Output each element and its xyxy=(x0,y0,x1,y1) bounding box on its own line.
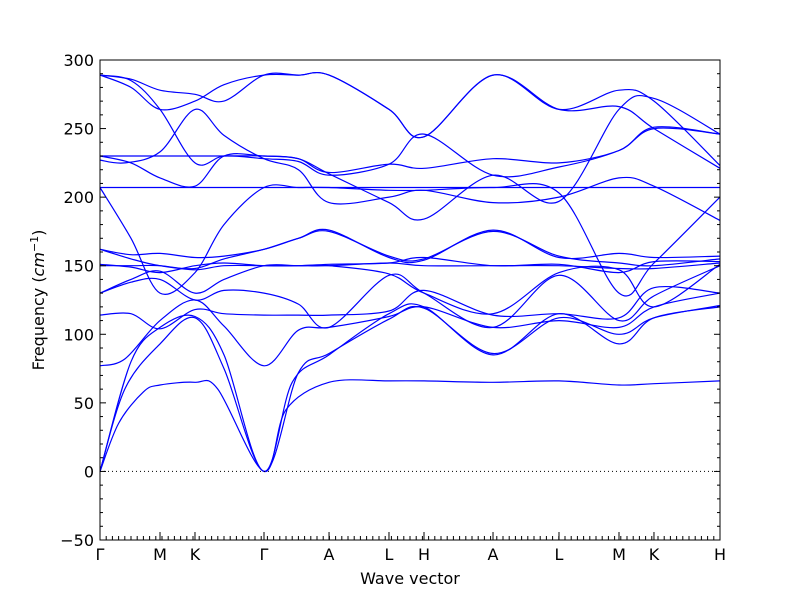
x-tick-label: K xyxy=(649,545,660,564)
phonon-band-14 xyxy=(99,108,721,222)
x-tick-label: A xyxy=(324,545,335,564)
x-tick-label: L xyxy=(555,545,564,564)
phonon-band-19 xyxy=(99,74,721,178)
y-tick-label: −50 xyxy=(60,531,94,550)
y-axis-label: Frequency (cm−1) xyxy=(28,230,49,371)
phonon-band-9 xyxy=(99,256,721,274)
phonon-band-11 xyxy=(99,228,721,264)
phonon-band-3 xyxy=(99,304,721,472)
x-axis-label: Wave vector xyxy=(360,569,460,588)
x-tick-label: Γ xyxy=(260,545,269,564)
y-axis-label-prefix: Frequency ( xyxy=(29,276,48,370)
phonon-band-4 xyxy=(99,292,721,367)
y-tick-label: 200 xyxy=(63,188,94,207)
x-tick-label: H xyxy=(714,545,726,564)
x-tick-label: M xyxy=(153,545,167,564)
phonon-band-10 xyxy=(99,230,721,270)
y-tick-label: 100 xyxy=(63,325,94,344)
phonon-band-7 xyxy=(99,263,721,315)
y-tick-label: 250 xyxy=(63,120,94,139)
phonon-band-1 xyxy=(99,379,721,472)
y-axis-label-exponent: −1 xyxy=(28,236,41,252)
series-lines xyxy=(99,71,721,472)
y-axis: −50 0 50 100 150 200 250 300 xyxy=(60,51,720,550)
x-tick-label: H xyxy=(418,545,430,564)
phonon-band-15 xyxy=(99,94,721,221)
phonon-band-18 xyxy=(99,71,721,167)
y-tick-label: 50 xyxy=(74,394,94,413)
x-tick-label: Γ xyxy=(96,545,105,564)
phonon-band-12 xyxy=(99,183,721,297)
phonon-band-5 xyxy=(99,285,721,330)
x-tick-label: A xyxy=(488,545,499,564)
x-tick-label: M xyxy=(612,545,626,564)
x-tick-label: L xyxy=(385,545,394,564)
y-tick-label: 300 xyxy=(63,51,94,70)
y-axis-label-suffix: ) xyxy=(29,230,48,236)
y-axis-label-unit: cm xyxy=(29,252,48,276)
phonon-band-2 xyxy=(99,303,721,472)
x-tick-label: K xyxy=(190,545,201,564)
y-tick-label: 150 xyxy=(63,257,94,276)
phonon-band-17 xyxy=(99,71,721,169)
y-tick-label: 0 xyxy=(84,462,94,481)
